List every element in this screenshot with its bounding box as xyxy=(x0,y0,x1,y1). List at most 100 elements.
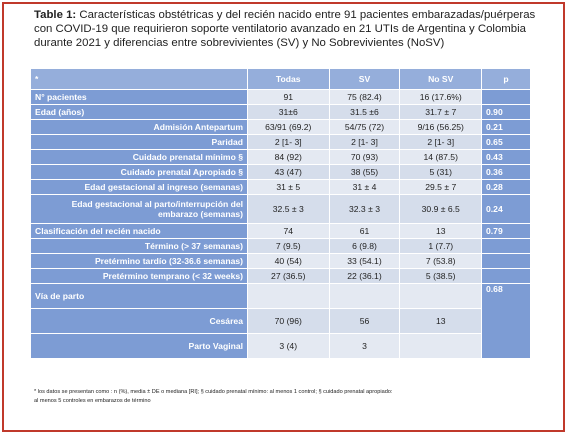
header-cell: No SV xyxy=(399,68,482,90)
cell xyxy=(328,283,401,309)
cell: 32.5 ± 3 xyxy=(247,194,330,224)
row-label: Cuidado prenatal Apropiado § xyxy=(30,164,248,180)
row-label: N° pacientes xyxy=(30,89,248,105)
cell: 38 (55) xyxy=(328,164,401,180)
row: Cesárea 70 (96) 56 13 xyxy=(30,308,531,334)
cell: 84 (92) xyxy=(247,149,330,165)
cell: 70 (93) xyxy=(328,149,401,165)
cell: 7 (9.5) xyxy=(247,238,330,254)
row-label: Clasificación del recién nacido xyxy=(30,223,248,239)
cell: 43 (47) xyxy=(247,164,330,180)
header-cell: SV xyxy=(328,68,401,90)
row: Pretérmino tardío (32-36.6 semanas) 40 (5… xyxy=(30,253,531,269)
cell: 32.3 ± 3 xyxy=(328,194,401,224)
cell xyxy=(399,283,482,309)
cell: 56 xyxy=(328,308,401,334)
p-value: 0.79 xyxy=(481,223,531,239)
row-label: Término (> 37 semanas) xyxy=(30,238,248,254)
cell: 3 xyxy=(328,333,401,359)
cell: 74 xyxy=(247,223,330,239)
p-value: 0.28 xyxy=(481,179,531,195)
cell: 27 (36.5) xyxy=(247,268,330,284)
cell: 13 xyxy=(399,223,482,239)
cell: 16 (17.6%) xyxy=(399,89,482,105)
title-label: Table 1 xyxy=(34,9,73,21)
p-value: 0.90 xyxy=(481,104,531,120)
cell xyxy=(247,283,330,309)
cell: 33 (54.1) xyxy=(328,253,401,269)
cell: 31.7 ± 7 xyxy=(399,104,482,120)
row: Cuidado prenatal mínimo § 84 (92) 70 (93) 1… xyxy=(30,149,531,165)
cell: 13 xyxy=(399,308,482,334)
header-cell: * xyxy=(30,68,248,90)
row: Pretérmino temprano (< 32 weeks) 27 (36.5… xyxy=(30,268,531,284)
row-label: Pretérmino tardío (32-36.6 semanas) xyxy=(30,253,248,269)
row-label: Cuidado prenatal mínimo § xyxy=(30,149,248,165)
row-label: Admisión Antepartum xyxy=(30,119,248,135)
p-value: 0.65 xyxy=(481,134,531,150)
row: Parto Vaginal 3 (4) 3 xyxy=(30,333,531,359)
cell: 31 ± 4 xyxy=(328,179,401,195)
footnote: * los datos se presentan como : n (%), m… xyxy=(34,389,393,404)
row: Paridad 2 [1- 3] 2 [1- 3] 2 [1- 3] 0.65 xyxy=(30,134,531,150)
cell: 6 (9.8) xyxy=(328,238,401,254)
row: Admisión Antepartum 63/91 (69.2) 54/75 (72… xyxy=(30,119,531,135)
cell: 63/91 (69.2) xyxy=(247,119,330,135)
cell: 22 (36.1) xyxy=(328,268,401,284)
row-label: Vía de parto xyxy=(30,283,248,309)
row: Edad (años) 31±6 31.5 ±6 31.7 ± 7 0.90 xyxy=(30,104,531,120)
row-label: Parto Vaginal xyxy=(30,333,248,359)
row: Término (> 37 semanas) 7 (9.5) 6 (9.8) 1 (7… xyxy=(30,238,531,254)
cell: 30.9 ± 6.5 xyxy=(399,194,482,224)
cell: 3 (4) xyxy=(247,333,330,359)
cell: 1 (7.7) xyxy=(399,238,482,254)
header-cell: p xyxy=(481,68,531,90)
p-value: 0.36 xyxy=(481,164,531,180)
cell: 54/75 (72) xyxy=(328,119,401,135)
p-value: 0.24 xyxy=(481,194,531,224)
cell: 2 [1- 3] xyxy=(328,134,401,150)
p-value xyxy=(481,253,531,269)
cell: 2 [1- 3] xyxy=(399,134,482,150)
header-row: * Todas SV No SV p xyxy=(30,68,531,90)
row: Edad gestacional al ingreso (semanas) 31 … xyxy=(30,179,531,195)
title: Table 1: Características obstétricas y d… xyxy=(34,8,539,50)
row-label: Paridad xyxy=(30,134,248,150)
row: Clasificación del recién nacido 74 61 13 0.7… xyxy=(30,223,531,239)
cell: 61 xyxy=(328,223,401,239)
cell: 9/16 (56.25) xyxy=(399,119,482,135)
row-label: Pretérmino temprano (< 32 weeks) xyxy=(30,268,248,284)
p-value xyxy=(481,89,531,105)
cell: 5 (38.5) xyxy=(399,268,482,284)
cell: 5 (31) xyxy=(399,164,482,180)
p-value xyxy=(481,268,531,284)
row-label: Edad gestacional al parto/interrupción d… xyxy=(30,194,248,224)
row-label: Edad (años) xyxy=(30,104,248,120)
table: * Todas SV No SV p N° pacientes 91 75 (82.4) 16 … xyxy=(30,68,531,359)
cell: 2 [1- 3] xyxy=(247,134,330,150)
row: N° pacientes 91 75 (82.4) 16 (17.6%) xyxy=(30,89,531,105)
cell xyxy=(399,333,482,359)
cell: 14 (87.5) xyxy=(399,149,482,165)
cell: 29.5 ± 7 xyxy=(399,179,482,195)
title-text: Características obstétricas y del recién… xyxy=(34,9,536,49)
row-label: Edad gestacional al ingreso (semanas) xyxy=(30,179,248,195)
row: Cuidado prenatal Apropiado § 43 (47) 38 (5… xyxy=(30,164,531,180)
cell: 7 (53.8) xyxy=(399,253,482,269)
cell: 75 (82.4) xyxy=(328,89,401,105)
header-cell: Todas xyxy=(247,68,330,90)
row: Edad gestacional al parto/interrupción d… xyxy=(30,194,531,224)
cell: 70 (96) xyxy=(247,308,330,334)
row: Vía de parto 0.68 xyxy=(30,283,531,359)
p-value: 0.43 xyxy=(481,149,531,165)
cell: 31±6 xyxy=(247,104,330,120)
p-value: 0.68 xyxy=(481,283,531,359)
colon: : xyxy=(72,9,80,21)
row-label: Cesárea xyxy=(30,308,248,334)
cell: 40 (54) xyxy=(247,253,330,269)
p-value xyxy=(481,238,531,254)
p-value: 0.21 xyxy=(481,119,531,135)
cell: 31 ± 5 xyxy=(247,179,330,195)
cell: 91 xyxy=(247,89,330,105)
